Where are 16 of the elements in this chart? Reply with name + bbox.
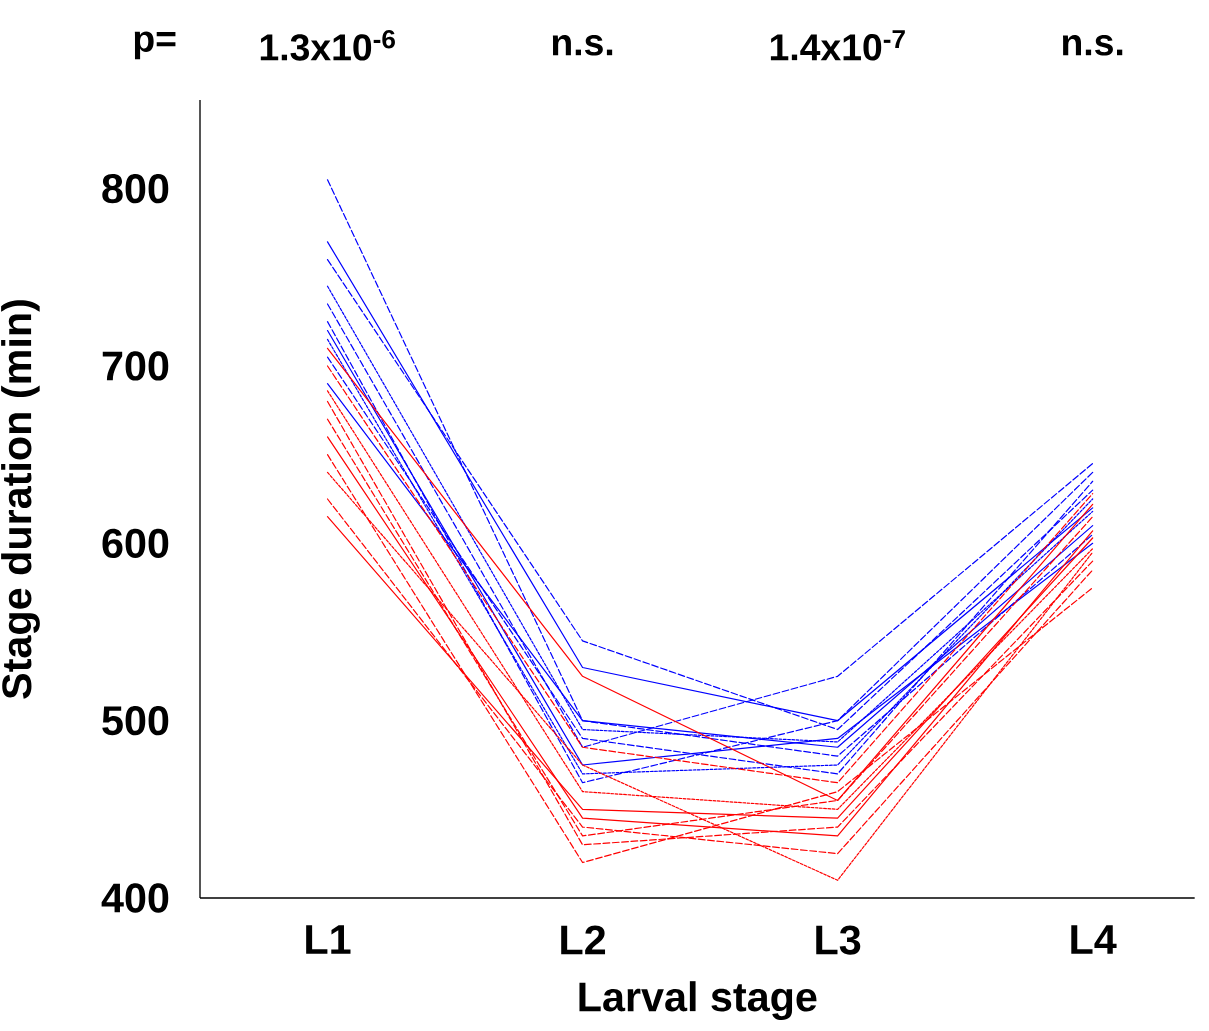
y-tick-label: 400 <box>101 883 169 913</box>
x-tick-label: L3 <box>816 925 861 955</box>
x-tick-label: L4 <box>1071 925 1117 954</box>
y-tick-label: 500 <box>102 706 169 736</box>
text: n.s. <box>1062 35 1123 56</box>
text: n.s. <box>552 35 613 56</box>
x-tick-label: L2 <box>561 925 606 955</box>
text: 1.3x10$^{-6}$ <box>260 29 395 61</box>
y-axis-title: Stage duration (min) <box>1 300 40 699</box>
x-tick-label: L1 <box>306 925 351 954</box>
y-tick-label: 800 <box>102 174 169 204</box>
text: 1.4x10$^{-7}$ <box>770 30 905 61</box>
x-axis-title: Larval stage <box>579 981 817 1020</box>
y-tick-label: 700 <box>102 351 169 381</box>
y-tick-label: 600 <box>102 528 169 558</box>
text: p= <box>134 31 176 60</box>
